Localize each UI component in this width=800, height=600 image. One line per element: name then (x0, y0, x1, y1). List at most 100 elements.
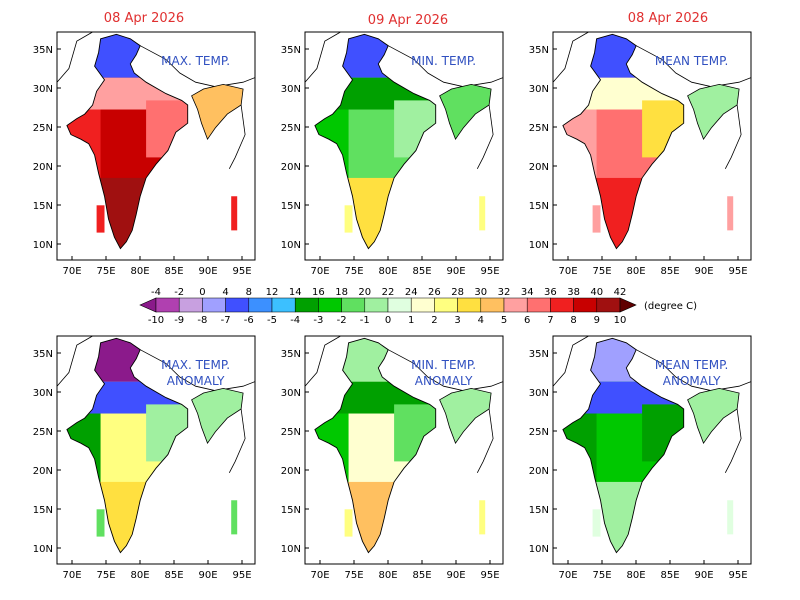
y-tick-label: 10N (281, 544, 301, 555)
colorbar-bottom-label: 1 (408, 315, 414, 326)
x-tick-label: 75E (344, 266, 363, 277)
colorbar-bottom-label: 4 (478, 315, 484, 326)
x-tick-label: 75E (592, 570, 611, 581)
colorbar-top-label: 14 (289, 287, 302, 298)
date-label-max: 08 Apr 2026 (104, 11, 184, 26)
colorbar-cell (341, 297, 366, 313)
y-tick-label: 30N (529, 388, 549, 399)
colorbar-bottom-label: 7 (547, 315, 553, 326)
colorbar-top-label: 12 (266, 287, 279, 298)
y-tick-label: 15N (529, 201, 549, 212)
colorbar-top-label: 20 (358, 287, 371, 298)
northeast-region (191, 83, 244, 141)
colorbar-top-label: 8 (246, 287, 252, 298)
colorbar-bottom-label: 0 (385, 315, 391, 326)
colorbar-top-label: 22 (382, 287, 395, 298)
colorbar-bottom-label: -1 (360, 315, 370, 326)
colorbar-bottom-label: -2 (337, 315, 347, 326)
colorbar-bottom-label: -4 (290, 315, 300, 326)
y-tick-label: 10N (529, 240, 549, 251)
y-tick-label: 25N (529, 123, 549, 134)
colorbar-bottom-label: 5 (501, 315, 507, 326)
colorbar-top-label: 4 (222, 287, 228, 298)
colorbar-top-label: 34 (521, 287, 534, 298)
x-tick-label: 75E (344, 570, 363, 581)
x-tick-label: 85E (412, 266, 431, 277)
india-outline (562, 33, 685, 250)
country-border-line (140, 45, 256, 88)
y-tick-label: 15N (281, 201, 301, 212)
colorbar-top-label: -2 (174, 287, 184, 298)
panel-title: ANOMALY (415, 374, 473, 388)
country-border-line (724, 408, 742, 473)
country-border-line (56, 31, 93, 83)
x-tick-label: 75E (592, 266, 611, 277)
y-tick-label: 25N (529, 427, 549, 438)
date-label-min: 09 Apr 2026 (368, 13, 448, 28)
colorbar-bottom-label: -7 (221, 315, 231, 326)
colorbar-bottom-label: 3 (454, 315, 460, 326)
x-tick-label: 95E (232, 570, 251, 581)
x-tick-label: 70E (62, 570, 81, 581)
y-tick-label: 20N (33, 162, 53, 173)
panel-title: MIN. TEMP. (411, 358, 476, 372)
y-tick-label: 10N (33, 544, 53, 555)
colorbar-bottom-label: -5 (267, 315, 277, 326)
northeast-region (687, 83, 740, 141)
colorbar-cell (387, 297, 412, 313)
country-border-line (552, 31, 589, 83)
colorbar-bottom-label: 2 (431, 315, 437, 326)
colorbar-cell (410, 297, 435, 313)
y-tick-label: 10N (281, 240, 301, 251)
x-tick-label: 75E (96, 266, 115, 277)
x-tick-label: 90E (694, 570, 713, 581)
x-tick-label: 90E (446, 266, 465, 277)
colorbar-cell (526, 297, 551, 313)
x-tick-label: 80E (130, 266, 149, 277)
y-tick-label: 35N (529, 349, 549, 360)
country-border-line (304, 31, 341, 83)
andaman-islands (231, 500, 238, 535)
lakshadweep-islands (592, 509, 601, 537)
india-outline (562, 337, 685, 554)
colorbar-top-label: 16 (312, 287, 325, 298)
colorbar-cell (178, 297, 203, 313)
y-tick-label: 20N (529, 466, 549, 477)
colorbar-cell (225, 297, 250, 313)
map-panel-min: MIN. TEMP. 70E 75E 80E 85E 90E 95E 35N 30N 25N 20N… (281, 31, 504, 277)
colorbar-cell (596, 297, 621, 313)
x-tick-label: 70E (310, 570, 329, 581)
x-tick-label: 95E (728, 570, 747, 581)
colorbar-bottom-label: 6 (524, 315, 530, 326)
x-tick-label: 85E (660, 266, 679, 277)
panel-title: ANOMALY (663, 374, 721, 388)
panel-title: MIN. TEMP. (411, 54, 476, 68)
colorbar-bottom-label: -10 (148, 315, 164, 326)
colorbar-cell (573, 297, 598, 313)
colorbar-bottom-label: -6 (244, 315, 254, 326)
colorbar-top-label: 26 (428, 287, 441, 298)
y-tick-label: 15N (281, 505, 301, 516)
panel-title: MEAN TEMP. (655, 54, 728, 68)
colorbar-cell (550, 297, 574, 313)
colorbar-bottom-label: 9 (594, 315, 600, 326)
india-outline (66, 337, 189, 554)
panel-title: MAX. TEMP. (161, 54, 230, 68)
country-border-line (56, 335, 93, 387)
y-tick-label: 25N (281, 427, 301, 438)
colorbar-cell (364, 297, 389, 313)
northeast-region (439, 387, 492, 445)
colorbar-top-label: 42 (614, 287, 627, 298)
northeast-region (687, 387, 740, 445)
colorbar-top-label: -4 (151, 287, 161, 298)
country-border-line (228, 104, 246, 169)
northeast-region (191, 387, 244, 445)
map-panel-mean-anom: MEAN TEMP. ANOMALY 70E 75E 80E 85E 90E 95E 35N 30… (529, 335, 752, 581)
y-tick-label: 30N (281, 388, 301, 399)
x-tick-label: 95E (480, 266, 499, 277)
x-tick-label: 70E (558, 266, 577, 277)
colorbar-cell (294, 297, 319, 313)
country-border-line (388, 45, 504, 88)
colorbar-top-label: 40 (590, 287, 603, 298)
y-tick-label: 30N (529, 84, 549, 95)
